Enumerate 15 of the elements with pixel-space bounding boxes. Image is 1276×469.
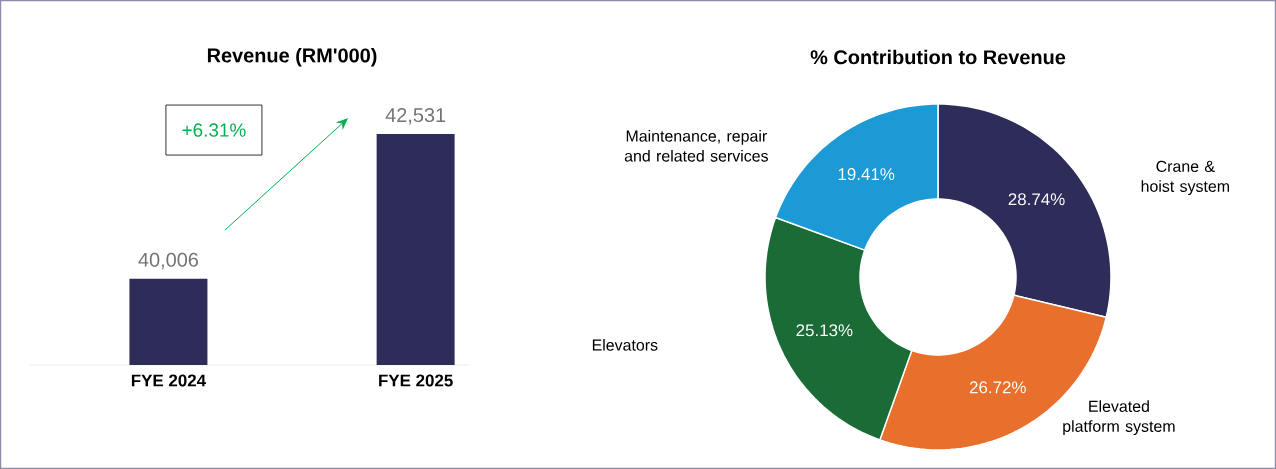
slice-label: Crane & hoist system bbox=[1141, 160, 1229, 196]
data-label: 42,531 bbox=[385, 108, 446, 125]
slice-label: Elevated platform system bbox=[1063, 400, 1175, 436]
chart-title: % Contribution to Revenue bbox=[810, 49, 1066, 65]
annotation: +6.31% bbox=[182, 123, 246, 137]
chart-title: Revenue (RM'000) bbox=[207, 47, 377, 67]
data-label: 40,006 bbox=[138, 252, 199, 270]
data-label: 19.41% bbox=[838, 168, 895, 181]
data-label: 26.72% bbox=[969, 381, 1026, 394]
data-label: 28.74% bbox=[1008, 193, 1065, 206]
x-tick-label: FYE 2024 bbox=[131, 374, 206, 387]
slice-label: Maintenance, repair and related services bbox=[624, 130, 768, 162]
slice-label: Elevators bbox=[592, 339, 658, 351]
x-tick-label: FYE 2025 bbox=[379, 374, 453, 387]
data-label: 25.13% bbox=[796, 324, 853, 337]
